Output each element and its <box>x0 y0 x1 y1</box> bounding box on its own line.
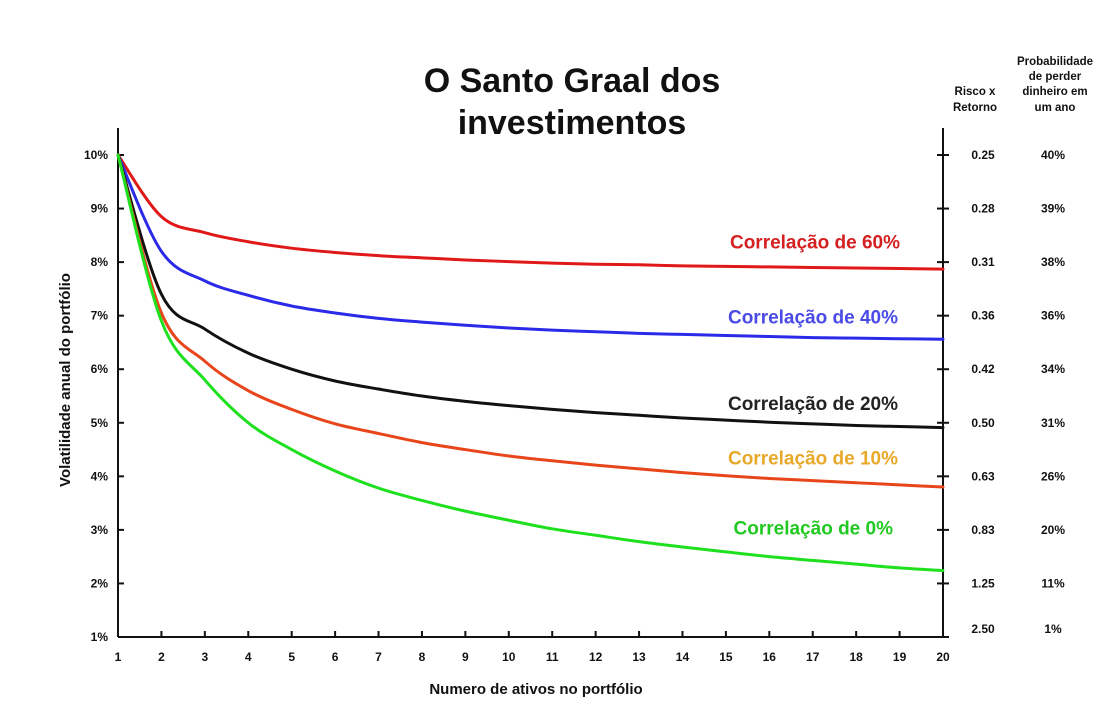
x-tick-label: 13 <box>632 650 646 664</box>
series-label-correla-o-de-60: Correlação de 60% <box>730 232 900 253</box>
y-tick-label: 1% <box>91 630 109 644</box>
y-tick-label: 9% <box>91 202 109 216</box>
chart-title: O Santo Graal dos investimentos <box>424 62 721 142</box>
series-labels: Correlação de 60% Correlação de 40% Correl… <box>728 232 900 539</box>
y-tick-label: 7% <box>91 309 109 323</box>
loss-probability-value: 38% <box>1041 255 1065 269</box>
risk-return-value: 0.63 <box>971 469 995 483</box>
x-tick-label: 6 <box>332 650 339 664</box>
probability-header-line-3: dinheiro em <box>1022 86 1087 98</box>
loss-probability-value: 39% <box>1041 202 1065 216</box>
x-tick-label: 5 <box>288 650 295 664</box>
risk-return-value: 0.31 <box>971 255 995 269</box>
series-label-correla-o-de-40: Correlação de 40% <box>728 308 898 329</box>
y-tick-label: 2% <box>91 576 109 590</box>
x-axis-ticks: 1 2 3 4 5 6 7 8 9 10 11 12 13 14 15 16 17 18 19 20 <box>115 631 950 664</box>
x-tick-label: 9 <box>462 650 469 664</box>
y-tick-label: 6% <box>91 362 109 376</box>
series-line-correla-o-de-0 <box>116 153 945 573</box>
x-tick-label: 12 <box>589 650 603 664</box>
risk-return-value: 1.25 <box>971 576 995 590</box>
series-line-correla-o-de-10 <box>116 153 945 489</box>
x-tick-label: 19 <box>893 650 907 664</box>
title-line-2: investimentos <box>458 104 687 142</box>
x-tick-label: 2 <box>158 650 165 664</box>
x-tick-label: 17 <box>806 650 820 664</box>
x-axis-label: Numero de ativos no portfólio <box>429 681 642 698</box>
risk-return-header-line-1: Risco x <box>955 86 997 98</box>
x-tick-label: 8 <box>419 650 426 664</box>
y-tick-label: 8% <box>91 255 109 269</box>
x-tick-label: 4 <box>245 650 252 664</box>
risk-return-value: 2.50 <box>971 622 995 636</box>
title-line-1: O Santo Graal dos <box>424 62 721 100</box>
loss-probability-value: 1% <box>1044 622 1062 636</box>
x-tick-label: 20 <box>936 650 950 664</box>
probability-header-line-2: de perder <box>1029 71 1082 83</box>
risk-return-value: 0.42 <box>971 362 995 376</box>
risk-return-value: 0.50 <box>971 416 995 430</box>
right-axis-headers: Risco x Retorno Probabilidade de perder … <box>953 56 1093 114</box>
risk-return-value: 0.36 <box>971 309 995 323</box>
series-lines <box>116 153 945 573</box>
loss-probability-value: 40% <box>1041 148 1065 162</box>
y-tick-label: 3% <box>91 523 109 537</box>
x-tick-label: 3 <box>201 650 208 664</box>
y-axis-label: Volatilidade anual do portfólio <box>57 273 74 487</box>
x-tick-label: 18 <box>849 650 863 664</box>
x-tick-label: 11 <box>546 650 559 664</box>
risk-return-value: 0.25 <box>971 148 995 162</box>
right-axis-ticks: 0.25 40% 0.28 39% 0.31 38% 0.36 36% 0.42 34% 0.50 3… <box>937 148 1065 638</box>
y-tick-label: 5% <box>91 416 109 430</box>
x-tick-label: 14 <box>676 650 690 664</box>
y-axis-ticks: 1% 2% 3% 4% 5% 6% 7% 8% 9% 10% <box>84 148 124 644</box>
x-tick-label: 1 <box>115 650 122 664</box>
series-line-correla-o-de-40 <box>116 153 945 341</box>
risk-return-value: 0.28 <box>971 202 995 216</box>
risk-return-value: 0.83 <box>971 523 995 537</box>
series-line-correla-o-de-20 <box>116 153 945 430</box>
x-tick-label: 15 <box>719 650 733 664</box>
probability-header-line-4: um ano <box>1035 102 1076 114</box>
series-line-correla-o-de-60 <box>116 153 945 271</box>
x-tick-label: 16 <box>763 650 777 664</box>
loss-probability-value: 31% <box>1041 416 1065 430</box>
series-label-correla-o-de-10: Correlação de 10% <box>728 449 898 470</box>
x-tick-label: 10 <box>502 650 516 664</box>
y-tick-label: 10% <box>84 148 108 162</box>
loss-probability-value: 20% <box>1041 523 1065 537</box>
loss-probability-value: 36% <box>1041 309 1065 323</box>
risk-return-header-line-2: Retorno <box>953 102 997 114</box>
y-tick-label: 4% <box>91 469 109 483</box>
probability-header-line-1: Probabilidade <box>1017 56 1093 68</box>
loss-probability-value: 11% <box>1041 576 1065 590</box>
loss-probability-value: 26% <box>1041 469 1065 483</box>
loss-probability-value: 34% <box>1041 362 1065 376</box>
x-tick-label: 7 <box>375 650 382 664</box>
series-label-correla-o-de-0: Correlação de 0% <box>734 518 894 539</box>
series-label-correla-o-de-20: Correlação de 20% <box>728 394 898 415</box>
